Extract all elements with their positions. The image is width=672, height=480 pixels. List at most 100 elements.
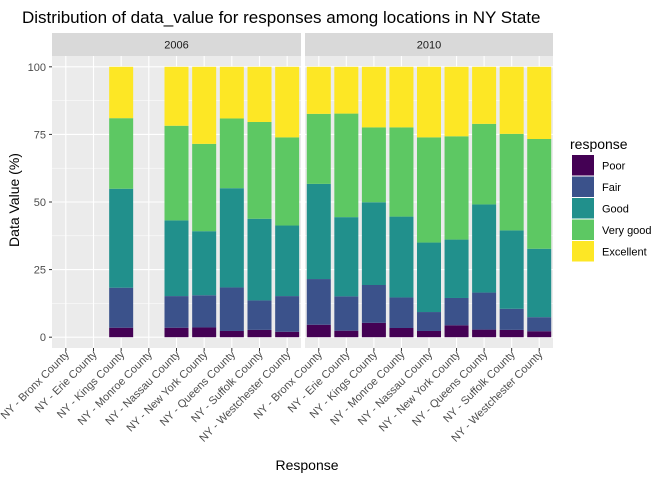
bar-segment-2010-fair [444,297,469,326]
bar-segment-2010-very-good [527,139,552,249]
legend-label: Excellent [602,246,647,258]
bar-segment-2010-excellent [499,66,524,134]
bar-segment-2006-good [275,225,300,297]
legend-title: response [570,136,628,152]
bar-segment-2010-fair [527,317,552,332]
chart-title: Distribution of data_value for responses… [22,8,540,27]
bar-segment-2010-poor [472,329,497,338]
legend-key-very-good [572,219,594,240]
bar-segment-2010-poor [444,325,469,338]
y-tick-label: 50 [34,197,46,209]
bar-segment-2010-poor [499,329,524,338]
bar-segment-2010-poor [361,322,386,338]
bar-segment-2006-good [109,188,134,288]
bar-segment-2010-very-good [306,113,331,184]
bar-segment-2010-good [527,248,552,318]
bar-segment-2006-poor [164,327,189,338]
bar-segment-2010-very-good [444,136,469,240]
bar-segment-2006-fair [219,287,244,331]
facet-strip [52,33,301,56]
bar-segment-2010-very-good [389,127,414,217]
bar-segment-2010-good [444,239,469,298]
bar-segment-2010-excellent [334,66,359,114]
bar-segment-2010-poor [527,331,552,338]
bar-segment-2010-fair [361,285,386,323]
bar-segment-2006-good [164,220,189,297]
facet-strip-label: 2006 [164,40,188,52]
bar-segment-2006-fair [275,296,300,332]
bar-segment-2006-very-good [109,118,134,189]
legend-label: Fair [602,182,621,194]
bar-segment-2010-very-good [472,123,497,205]
bar-segment-2010-excellent [527,66,552,140]
y-tick-label: 0 [40,332,46,344]
bar-segment-2010-poor [389,327,414,338]
bar-segment-2010-fair [499,308,524,330]
x-axis-title: Response [275,457,338,473]
bar-segment-2006-poor [247,329,272,338]
bar-segment-2010-good [334,217,359,297]
bar-segment-2010-excellent [306,66,331,114]
y-axis-title: Data Value (%) [6,153,22,247]
bar-segment-2006-good [247,218,272,301]
bar-segment-2010-fair [389,297,414,328]
bar-segment-2006-good [219,188,244,288]
bar-segment-2006-very-good [164,125,189,221]
bar-segment-2006-poor [219,330,244,338]
facet-strip [305,33,553,56]
bar-segment-2006-very-good [219,118,244,189]
bar-segment-2010-very-good [499,133,524,231]
bar-segment-2010-excellent [472,66,497,124]
bar-segment-2006-poor [109,327,134,338]
bar-segment-2010-poor [417,330,441,338]
bar-segment-2010-fair [306,279,331,325]
bar-segment-2006-very-good [247,121,272,219]
bar-segment-2006-fair [164,296,189,328]
bar-segment-2010-good [361,202,386,286]
bar-segment-2006-excellent [219,66,244,119]
bar-segment-2006-excellent [192,66,217,144]
y-tick-label: 25 [34,265,46,277]
bar-segment-2010-good [389,216,414,298]
legend-key-poor [572,155,594,176]
bar-segment-2006-very-good [192,143,217,232]
legend-key-fair [572,176,594,197]
bar-segment-2006-very-good [275,137,300,226]
legend: Poor Fair Good Very good Excellent [572,155,652,262]
bar-segment-2010-excellent [389,66,414,128]
bar-segment-2006-excellent [247,66,272,122]
bar-segment-2006-excellent [109,66,134,119]
bar-segment-2010-excellent [361,66,386,128]
bar-segment-2010-good [417,242,441,313]
bar-segment-2010-good [472,204,497,293]
bar-segment-2006-good [192,231,217,296]
y-tick-label: 75 [34,129,46,141]
legend-key-good [572,198,594,219]
legend-label: Poor [602,160,626,172]
bar-segment-2006-excellent [275,66,300,138]
bar-segment-2010-poor [334,330,359,338]
bar-segment-2006-fair [192,295,217,328]
bar-segment-2010-good [499,230,524,309]
bar-segment-2006-excellent [164,66,189,126]
bar-segment-2010-very-good [361,127,386,203]
legend-key-excellent [572,241,594,262]
bar-segment-2006-fair [109,287,134,328]
bar-segment-2006-poor [192,327,217,338]
facet-strip-label: 2010 [417,40,441,52]
bar-segment-2010-good [306,183,331,280]
bar-segment-2010-fair [334,296,359,331]
bar-segment-2006-poor [275,331,300,338]
bar-segment-2010-excellent [444,66,469,137]
legend-label: Good [602,203,629,215]
bar-segment-2010-excellent [417,66,441,138]
bar-segment-2010-very-good [417,137,441,243]
bar-segment-2010-fair [417,312,441,331]
legend-label: Very good [602,225,652,237]
bar-segment-2006-fair [247,300,272,330]
bar-segment-2010-poor [306,324,331,338]
y-tick-label: 100 [28,62,46,74]
